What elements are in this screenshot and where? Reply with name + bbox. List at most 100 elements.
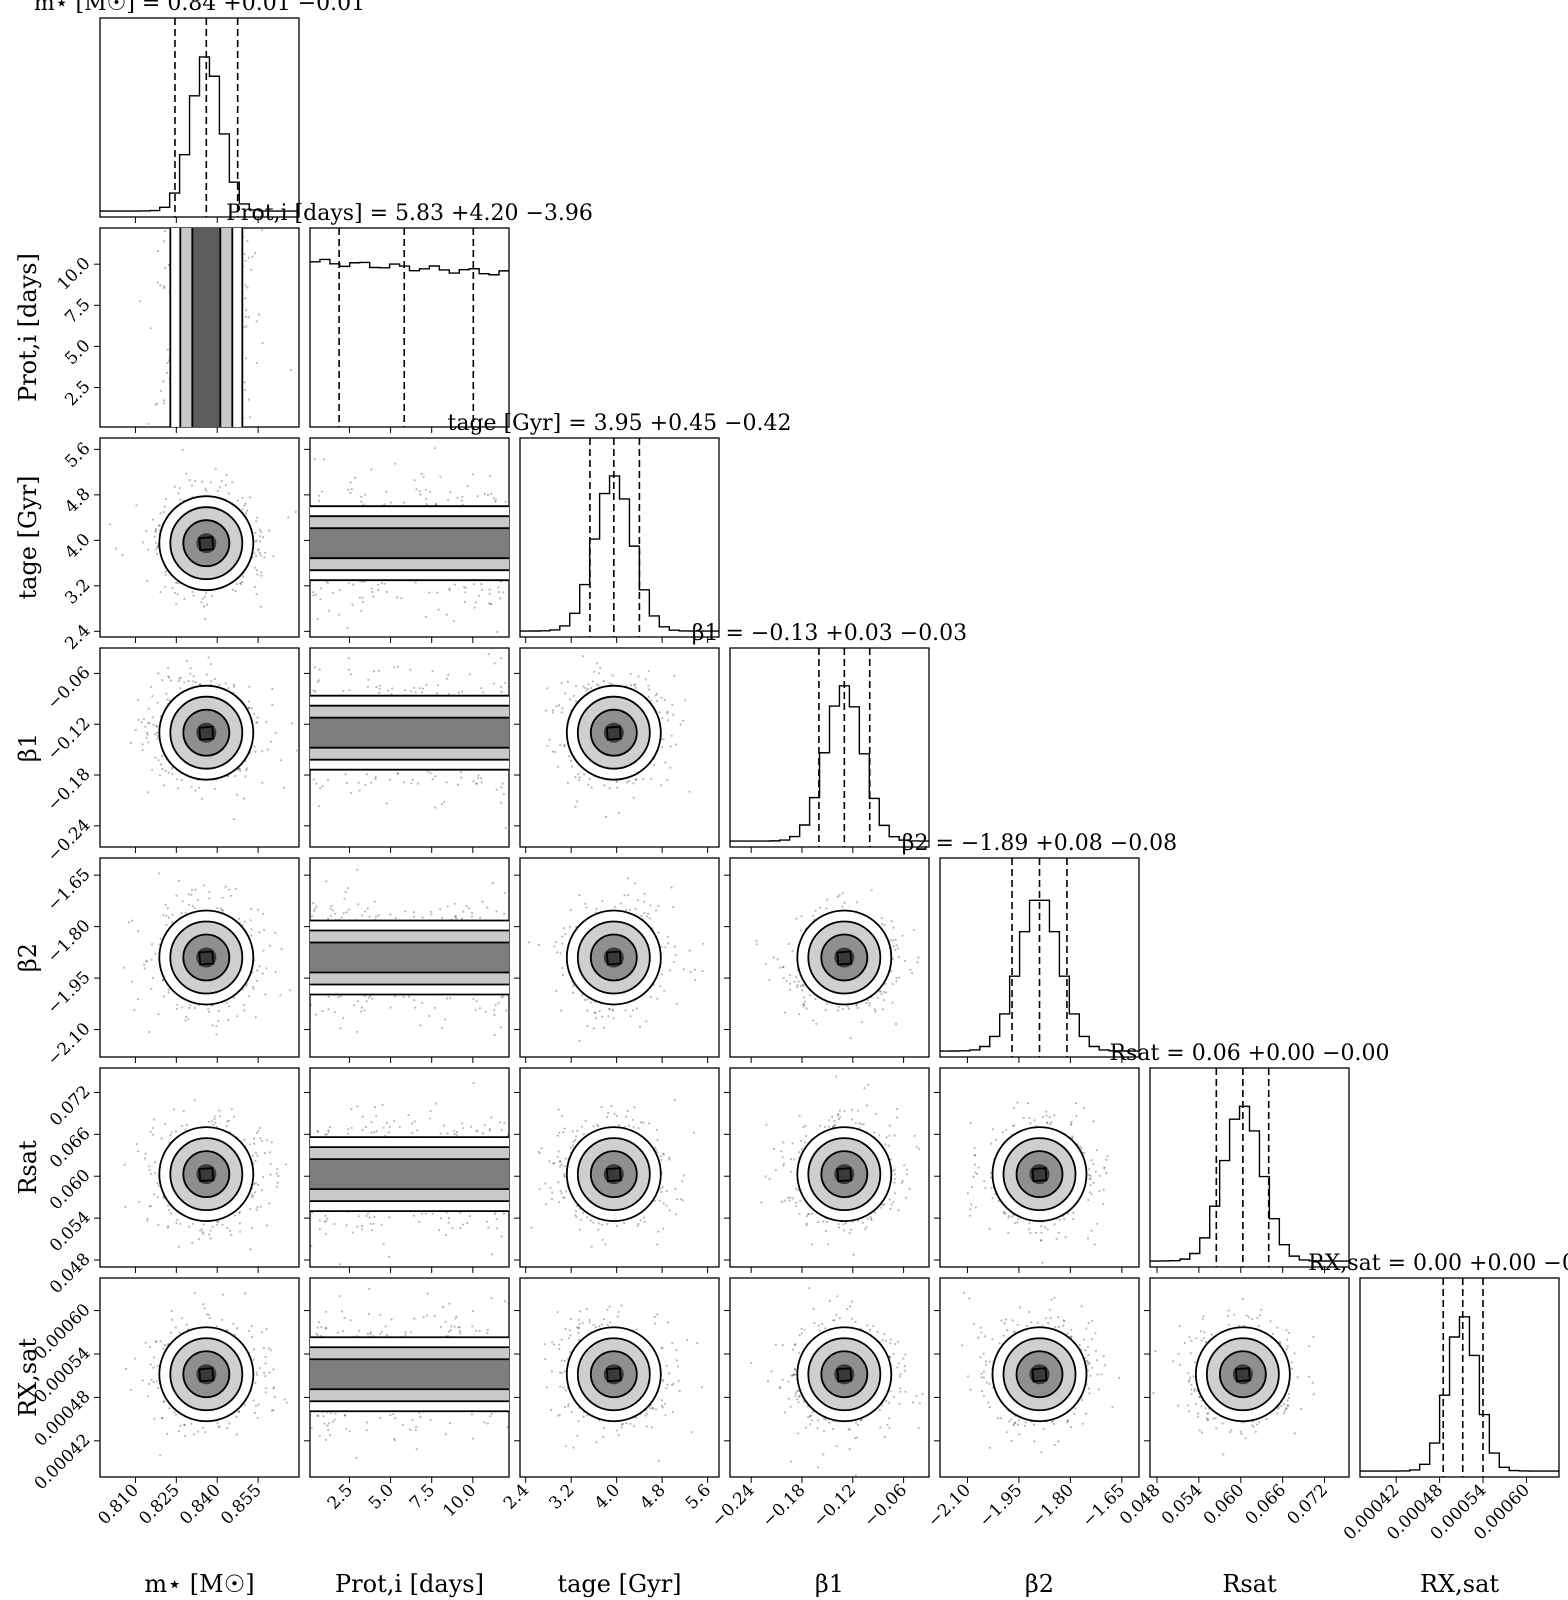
- sample-point: [164, 585, 167, 588]
- sample-point: [460, 776, 463, 779]
- sample-point: [238, 768, 241, 771]
- sample-point: [288, 989, 292, 992]
- sample-point: [378, 687, 381, 690]
- sample-point: [574, 776, 577, 779]
- sample-point: [214, 467, 217, 470]
- sample-point: [162, 913, 165, 917]
- sample-point: [165, 923, 168, 927]
- sample-point: [211, 1024, 214, 1027]
- sample-point: [163, 784, 166, 787]
- sample-point: [463, 586, 466, 589]
- sample-point: [568, 755, 571, 758]
- sample-point: [163, 402, 166, 405]
- sample-point: [243, 920, 246, 923]
- sample-point: [178, 677, 181, 680]
- sample-point: [499, 685, 502, 689]
- sample-point: [268, 944, 272, 947]
- sample-point: [159, 389, 162, 392]
- contour-level-1: [158, 495, 255, 592]
- sample-point: [243, 326, 246, 329]
- sample-point: [575, 800, 579, 803]
- sample-point: [162, 285, 165, 288]
- sample-point: [194, 480, 197, 483]
- sample-point: [468, 673, 471, 676]
- sample-point: [200, 601, 203, 604]
- sample-point: [326, 581, 329, 585]
- contour-level-1: [158, 684, 255, 781]
- sample-point: [141, 749, 144, 752]
- sample-point: [429, 772, 432, 775]
- sample-point: [245, 357, 248, 360]
- sample-point: [255, 539, 258, 542]
- sample-point: [147, 422, 150, 426]
- sample-point: [262, 949, 265, 952]
- sample-point: [410, 782, 413, 785]
- sample-point: [255, 320, 258, 323]
- panel-frame: [99, 437, 300, 638]
- sample-point: [330, 904, 333, 908]
- density-panel-mstar-beta2: [94, 857, 300, 1063]
- sample-point: [141, 743, 144, 746]
- sample-point: [211, 594, 214, 597]
- sample-point: [184, 1019, 187, 1022]
- sample-point: [321, 490, 324, 493]
- sample-point: [287, 516, 290, 519]
- sample-point: [456, 783, 460, 787]
- sample-point: [446, 905, 449, 908]
- histogram-line: [310, 258, 509, 276]
- sample-point: [194, 789, 197, 792]
- sample-point: [245, 985, 248, 988]
- sample-point: [254, 1016, 257, 1019]
- sample-point: [152, 976, 155, 980]
- sample-point: [265, 720, 268, 724]
- sample-point: [156, 701, 159, 704]
- sample-point: [153, 535, 157, 538]
- sample-point: [142, 541, 145, 544]
- sample-point: [150, 958, 153, 961]
- sample-point: [422, 475, 425, 478]
- sample-point: [316, 680, 319, 683]
- sample-point: [585, 689, 588, 692]
- sample-point: [377, 583, 380, 586]
- sample-point: [466, 484, 469, 488]
- sample-point: [349, 491, 352, 494]
- sample-point: [239, 581, 242, 585]
- sample-point: [480, 588, 484, 591]
- sample-point: [472, 780, 475, 783]
- sample-point: [352, 583, 355, 586]
- sample-point: [216, 489, 219, 492]
- sample-point: [246, 286, 249, 289]
- sample-point: [156, 402, 159, 405]
- sample-point: [494, 500, 497, 503]
- sample-point: [181, 1006, 184, 1009]
- sample-point: [666, 710, 669, 714]
- sample-point: [312, 778, 315, 781]
- sample-point: [347, 908, 350, 911]
- histogram-panel-beta1: β1 = −0.13 +0.03 −0.03: [692, 621, 967, 853]
- sample-point: [151, 716, 154, 719]
- sample-point: [435, 502, 438, 505]
- sample-point: [344, 773, 347, 776]
- sample-point: [460, 917, 464, 920]
- sample-point: [154, 733, 157, 736]
- contour-level-3: [182, 708, 231, 757]
- sample-point: [378, 691, 381, 694]
- contour-level-2: [576, 695, 651, 770]
- sample-point: [121, 554, 124, 557]
- sample-point: [504, 827, 507, 830]
- sample-point: [157, 759, 160, 762]
- sample-point: [145, 959, 148, 962]
- sample-point: [252, 987, 255, 990]
- sample-point: [402, 501, 406, 504]
- panel-frame: [99, 17, 300, 218]
- contour-level-4: [198, 536, 215, 552]
- sample-point: [389, 501, 392, 504]
- contour-level-3: [182, 519, 231, 568]
- sample-point: [642, 778, 645, 781]
- sample-point: [262, 912, 265, 916]
- sample-point: [389, 913, 392, 916]
- sample-point: [155, 731, 159, 735]
- sample-point: [587, 683, 590, 686]
- sample-point: [148, 1031, 151, 1034]
- sample-point: [434, 775, 437, 778]
